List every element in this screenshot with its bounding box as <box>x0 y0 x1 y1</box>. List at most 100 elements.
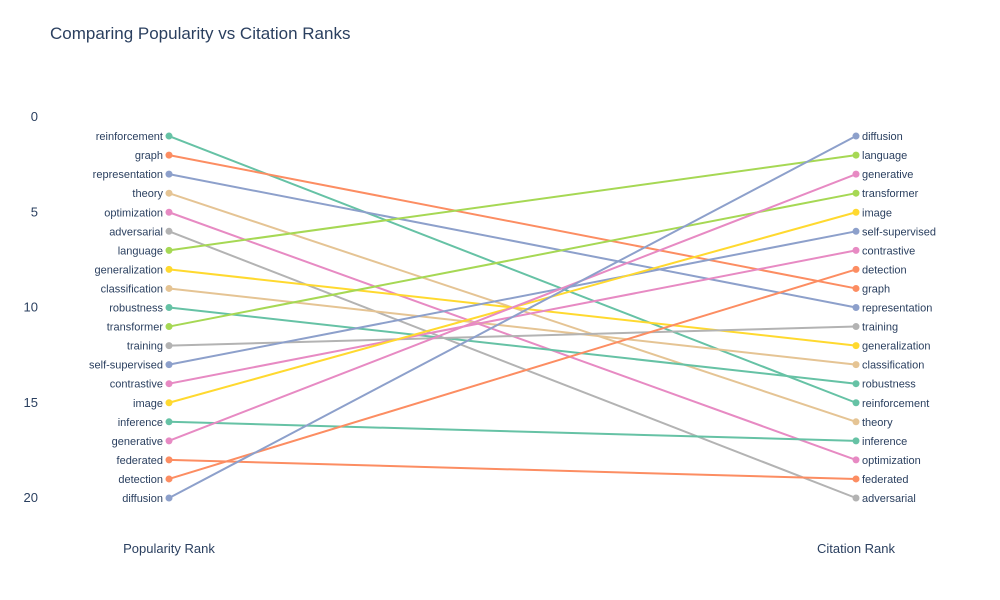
point-inference-popularity <box>165 418 173 426</box>
data-label-diffusion-popularity: diffusion <box>122 493 163 505</box>
data-label-reinforcement-popularity: reinforcement <box>96 131 163 143</box>
point-representation-popularity <box>165 170 173 178</box>
data-label-transformer-popularity: transformer <box>107 322 164 334</box>
data-label-image-popularity: image <box>133 398 163 410</box>
point-detection-citation <box>852 265 860 273</box>
y-tick-label: 10 <box>24 300 38 315</box>
point-reinforcement-popularity <box>165 132 173 140</box>
data-label-self-supervised-popularity: self-supervised <box>89 360 163 372</box>
data-label-federated-citation: federated <box>862 474 908 486</box>
point-transformer-citation <box>852 189 860 197</box>
chart-title: Comparing Popularity vs Citation Ranks <box>50 24 351 43</box>
point-self-supervised-popularity <box>165 361 173 369</box>
point-detection-popularity <box>165 475 173 483</box>
data-label-robustness-citation: robustness <box>862 379 916 391</box>
point-theory-popularity <box>165 189 173 197</box>
series-line-diffusion <box>168 135 857 499</box>
point-diffusion-citation <box>852 132 860 140</box>
series-line-reinforcement <box>168 135 857 404</box>
series-line-adversarial <box>168 230 857 499</box>
data-label-inference-citation: inference <box>862 436 907 448</box>
data-label-transformer-citation: transformer <box>862 188 919 200</box>
point-generalization-popularity <box>165 265 173 273</box>
data-label-image-citation: image <box>862 207 892 219</box>
point-self-supervised-citation <box>852 227 860 235</box>
data-label-optimization-citation: optimization <box>862 455 921 467</box>
data-label-theory-popularity: theory <box>132 188 163 200</box>
point-generalization-citation <box>852 342 860 350</box>
data-label-graph-popularity: graph <box>135 150 163 162</box>
data-label-classification-popularity: classification <box>101 283 163 295</box>
point-federated-popularity <box>165 456 173 464</box>
series-line-self-supervised <box>168 230 857 366</box>
point-language-popularity <box>165 246 173 254</box>
point-image-citation <box>852 208 860 216</box>
series-line-generative <box>168 173 857 442</box>
series-line-representation <box>168 173 857 309</box>
series-line-federated <box>168 458 857 480</box>
data-label-diffusion-citation: diffusion <box>862 131 903 143</box>
point-contrastive-popularity <box>165 380 173 388</box>
data-label-contrastive-citation: contrastive <box>862 245 915 257</box>
data-label-generalization-popularity: generalization <box>95 264 164 276</box>
data-label-generative-citation: generative <box>862 169 913 181</box>
series-line-robustness <box>168 306 857 385</box>
data-label-representation-citation: representation <box>862 303 932 315</box>
data-label-contrastive-popularity: contrastive <box>110 379 163 391</box>
data-label-robustness-popularity: robustness <box>109 303 163 315</box>
y-tick-label: 5 <box>31 204 38 219</box>
point-generative-popularity <box>165 437 173 445</box>
point-diffusion-popularity <box>165 494 173 502</box>
series-line-language <box>168 154 857 252</box>
data-label-optimization-popularity: optimization <box>104 207 163 219</box>
data-label-language-citation: language <box>862 150 907 162</box>
data-label-adversarial-citation: adversarial <box>862 493 916 505</box>
point-federated-citation <box>852 475 860 483</box>
data-label-graph-citation: graph <box>862 283 890 295</box>
point-training-citation <box>852 323 860 331</box>
point-language-citation <box>852 151 860 159</box>
data-label-generative-popularity: generative <box>112 436 163 448</box>
point-robustness-citation <box>852 380 860 388</box>
x-category-label: Citation Rank <box>817 541 896 556</box>
data-label-language-popularity: language <box>118 245 163 257</box>
point-robustness-popularity <box>165 304 173 311</box>
data-label-reinforcement-citation: reinforcement <box>862 398 929 410</box>
data-label-adversarial-popularity: adversarial <box>109 226 163 238</box>
series-line-classification <box>168 287 857 366</box>
data-label-detection-citation: detection <box>862 264 907 276</box>
series-line-graph <box>168 154 857 290</box>
point-transformer-popularity <box>165 323 173 331</box>
data-label-training-citation: training <box>862 322 898 334</box>
point-training-popularity <box>165 342 173 350</box>
data-label-theory-citation: theory <box>862 417 893 429</box>
series-line-transformer <box>168 192 857 328</box>
x-category-label: Popularity Rank <box>123 541 215 556</box>
series-line-inference <box>168 420 857 442</box>
point-classification-popularity <box>165 284 173 292</box>
y-tick-label: 20 <box>24 490 38 505</box>
point-image-popularity <box>165 399 173 407</box>
point-generative-citation <box>852 170 860 178</box>
data-label-federated-popularity: federated <box>117 455 163 467</box>
point-graph-popularity <box>165 151 173 159</box>
data-label-inference-popularity: inference <box>118 417 163 429</box>
point-adversarial-popularity <box>165 227 173 235</box>
y-tick-label: 15 <box>24 395 38 410</box>
data-label-representation-popularity: representation <box>93 169 163 181</box>
y-tick-label: 0 <box>31 109 38 124</box>
point-representation-citation <box>852 304 860 311</box>
point-graph-citation <box>852 284 860 292</box>
data-label-detection-popularity: detection <box>118 474 163 486</box>
point-reinforcement-citation <box>852 399 860 407</box>
point-classification-citation <box>852 361 860 369</box>
data-label-classification-citation: classification <box>862 360 924 372</box>
point-adversarial-citation <box>852 494 860 502</box>
point-inference-citation <box>852 437 860 445</box>
data-label-self-supervised-citation: self-supervised <box>862 226 936 238</box>
point-theory-citation <box>852 418 860 426</box>
data-label-generalization-citation: generalization <box>862 341 931 353</box>
data-label-training-popularity: training <box>127 341 163 353</box>
point-optimization-citation <box>852 456 860 464</box>
